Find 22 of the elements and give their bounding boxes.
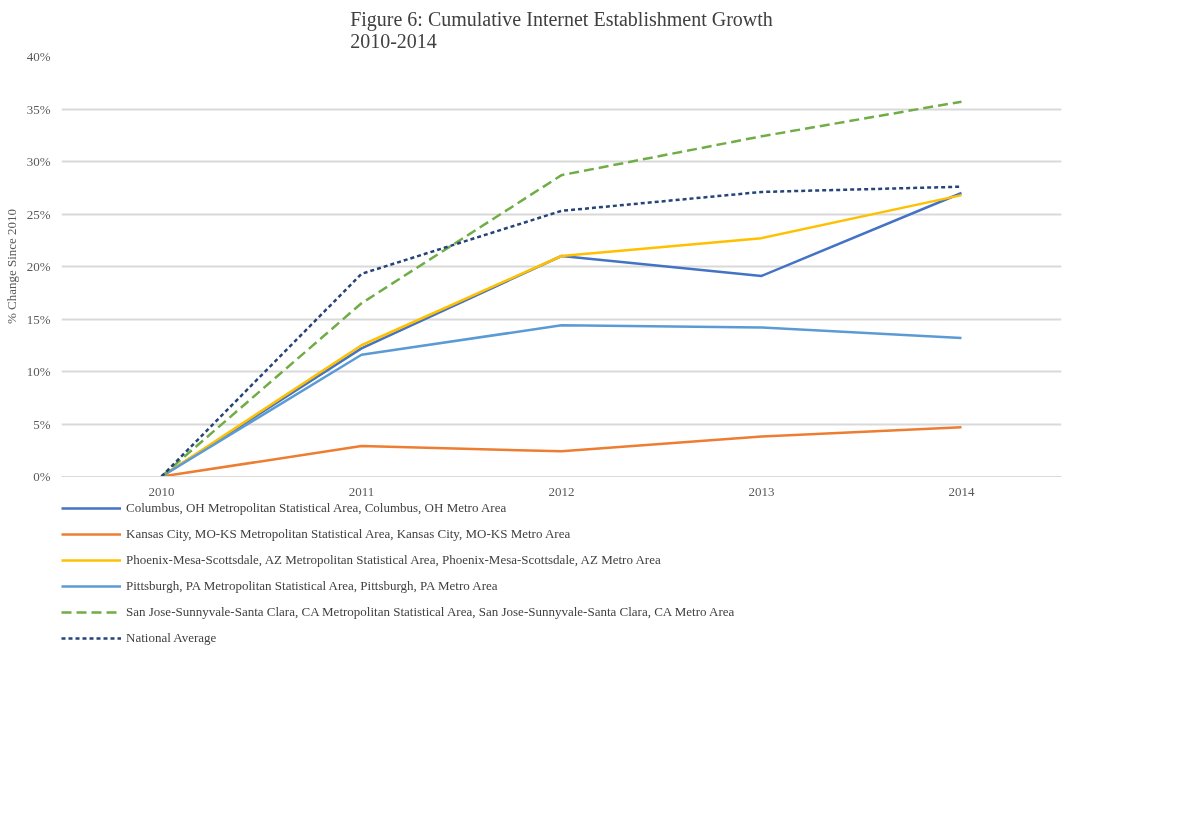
chart-title: Figure 6: Cumulative Internet Establishment Growth 2010-2014 xyxy=(350,7,773,52)
legend-label: Phoenix-Mesa-Scottsdale, AZ Metropolitan Statistical Area, Phoenix-Mesa-Scottsdale, AZ Metro Area xyxy=(126,552,661,568)
y-tick-label: 25% xyxy=(26,206,51,222)
y-tick-label: 35% xyxy=(26,101,51,117)
y-tick-label: 5% xyxy=(33,416,51,432)
legend-label: Columbus, OH Metropolitan Statistical Area, Columbus, OH Metro Area xyxy=(126,500,507,516)
y-axis-title: % Change Since 2010 xyxy=(3,208,19,325)
y-tick-label: 15% xyxy=(26,311,51,327)
y-tick-label: 30% xyxy=(26,154,51,169)
y-tick-label: 10% xyxy=(26,364,51,379)
x-tick-label: 2013 xyxy=(748,483,775,499)
y-tick-label: 0% xyxy=(33,469,51,484)
x-tick-label: 2014 xyxy=(948,483,975,499)
y-tick-label: 40% xyxy=(26,49,51,64)
legend-label: Kansas City, MO-KS Metropolitan Statistical Area, Kansas City, MO-KS Metro Area xyxy=(126,526,571,542)
legend-label: National Average xyxy=(126,630,217,646)
x-tick-label: 2010 xyxy=(148,483,175,499)
x-tick-label: 2012 xyxy=(548,483,575,499)
legend-label: Pittsburgh, PA Metropolitan Statistical Area, Pittsburgh, PA Metro Area xyxy=(126,578,498,594)
y-tick-label: 20% xyxy=(26,259,51,274)
legend-label: San Jose-Sunnyvale-Santa Clara, CA Metropolitan Statistical Area, San Jose-Sunnyvale-Santa Clara, CA Metro Area xyxy=(126,604,735,620)
x-tick-label: 2011 xyxy=(348,483,375,499)
